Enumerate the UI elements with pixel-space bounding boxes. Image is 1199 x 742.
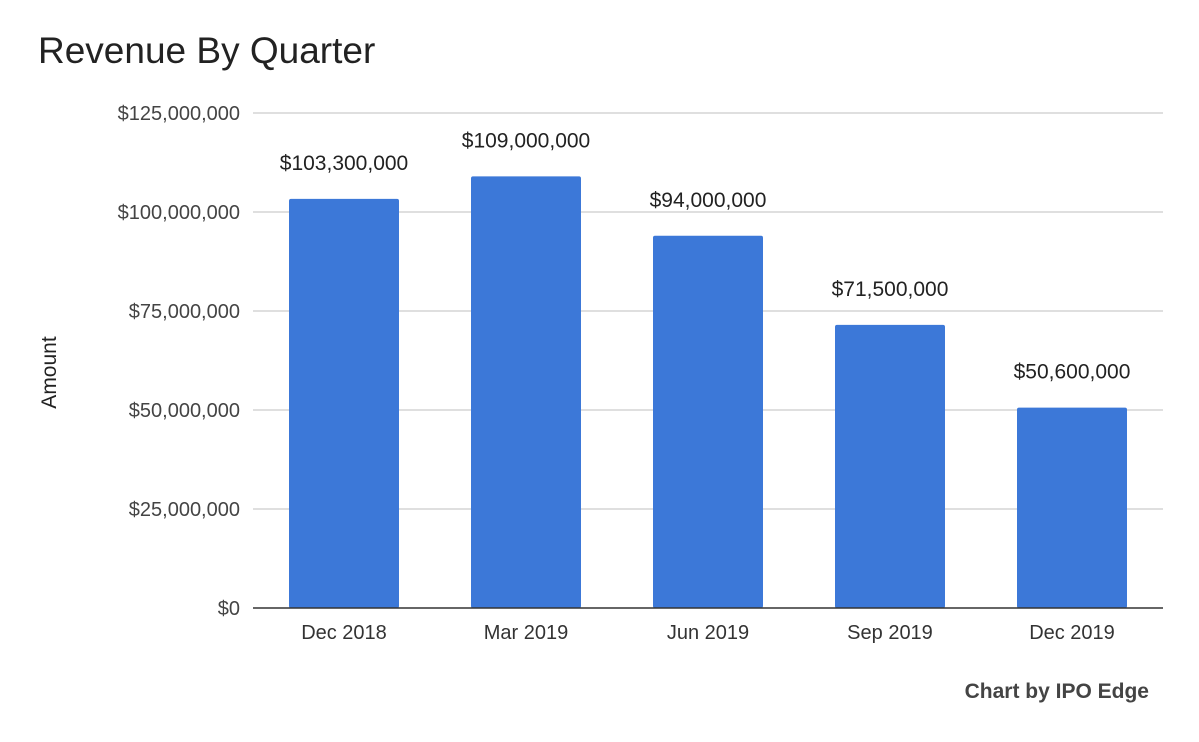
chart-title: Revenue By Quarter [38,30,376,71]
bar [835,324,945,608]
x-tick-label: Dec 2019 [1029,622,1115,644]
x-tick-label: Jun 2019 [667,622,749,644]
data-label: $71,500,000 [832,278,949,301]
data-label: $50,600,000 [1014,361,1131,384]
y-tick-label: $100,000,000 [118,202,240,224]
data-label: $109,000,000 [462,129,590,152]
y-axis-ticks: $0 $25,000,000 $50,000,000 $75,000,000 $100,… [118,103,240,620]
x-axis-ticks: Dec 2018 Mar 2019 Jun 2019 Sep 2019 Dec 2019 [301,622,1115,644]
y-tick-label: $50,000,000 [129,400,240,422]
y-tick-label: $25,000,000 [129,499,240,521]
x-tick-label: Dec 2018 [301,622,387,644]
x-tick-label: Mar 2019 [484,622,569,644]
x-tick-label: Sep 2019 [847,622,933,644]
bar [289,198,399,608]
y-tick-label: $125,000,000 [118,103,240,125]
y-tick-label: $0 [218,598,240,620]
data-label: $103,300,000 [280,152,408,175]
bar [471,176,581,609]
data-labels: $103,300,000 $109,000,000 $94,000,000 $71,5… [280,129,1131,383]
bars [289,176,1127,609]
bar [1017,407,1127,608]
chart-credit: Chart by IPO Edge [964,680,1149,703]
bar [653,235,763,608]
data-label: $94,000,000 [650,189,767,212]
y-axis-label: Amount [38,336,61,409]
y-tick-label: $75,000,000 [129,301,240,323]
